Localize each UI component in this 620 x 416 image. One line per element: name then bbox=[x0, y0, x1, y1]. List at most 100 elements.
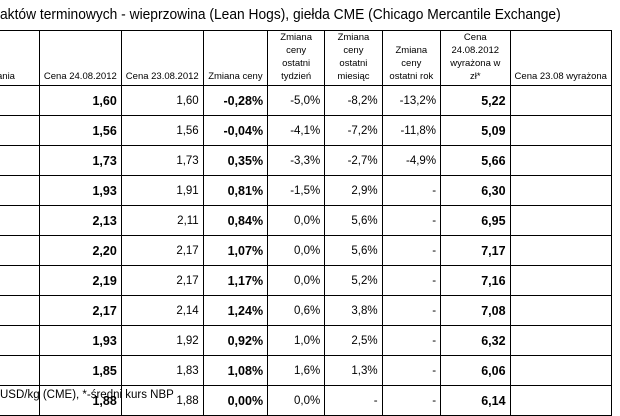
col-name-header: ania bbox=[0, 30, 40, 86]
col-change-month-cell: -8,2% bbox=[324, 85, 383, 116]
col-change-week-cell: 1,6% bbox=[267, 355, 326, 386]
col-name-cell bbox=[0, 235, 40, 266]
col-change-week-cell: 0,0% bbox=[267, 265, 326, 296]
col-change-week-cell: 0,0% bbox=[267, 235, 326, 266]
col-change-cell: 1,24% bbox=[202, 295, 269, 326]
col-price-pln-2308-cell bbox=[509, 355, 613, 386]
col-price-pln-2308-header: Cena 23.08 wyrażona bbox=[509, 30, 613, 86]
table-row: 1,85 1,83 1,08% 1,6% 1,3% -6,06 bbox=[0, 355, 613, 386]
col-price-2308-cell: 1,91 bbox=[120, 175, 204, 206]
col-change-week-cell: -3,3% bbox=[267, 145, 326, 176]
col-change-month-cell: - bbox=[324, 385, 383, 416]
col-price-2308-cell: 2,17 bbox=[120, 265, 204, 296]
col-change-month-cell: 2,9% bbox=[324, 175, 383, 206]
col-name-cell bbox=[0, 205, 40, 236]
table-row: 2,19 2,17 1,17% 0,0% 5,2% -7,16 bbox=[0, 265, 613, 296]
col-price-pln-2408-cell: 6,30 bbox=[440, 175, 511, 206]
col-name-cell bbox=[0, 85, 40, 116]
col-change-cell: 0,00% bbox=[202, 385, 269, 416]
table-row: 1,93 1,92 0,92% 1,0% 2,5% -6,32 bbox=[0, 325, 613, 356]
col-change-cell: 1,17% bbox=[202, 265, 269, 296]
table-row: 1,60 1,60 -0,28% -5,0% -8,2% -13,2% 5,22 bbox=[0, 85, 613, 116]
col-price-2408-cell: 1,56 bbox=[38, 115, 122, 146]
table-row: 2,13 2,11 0,84% 0,0% 5,6% -6,95 bbox=[0, 205, 613, 236]
col-price-pln-2308-cell bbox=[509, 205, 613, 236]
col-price-2408-cell: 1,88 bbox=[38, 385, 122, 416]
table-title: aktów terminowych - wieprzowina (Lean Ho… bbox=[0, 6, 561, 23]
col-change-week-cell: 0,0% bbox=[267, 385, 326, 416]
col-price-2308-cell: 1,73 bbox=[120, 145, 204, 176]
col-change-cell: -0,28% bbox=[202, 85, 269, 116]
col-change-week-cell: -5,0% bbox=[267, 85, 326, 116]
table-row: 1,93 1,91 0,81% -1,5% 2,9% -6,30 bbox=[0, 175, 613, 206]
col-change-cell: -0,04% bbox=[202, 115, 269, 146]
col-change-month-cell: 2,5% bbox=[324, 325, 383, 356]
table-row: 1,56 1,56 -0,04% -4,1% -7,2% -11,8% 5,09 bbox=[0, 115, 613, 146]
col-change-week-cell: -1,5% bbox=[267, 175, 326, 206]
col-change-cell: 0,81% bbox=[202, 175, 269, 206]
col-change-year-cell: - bbox=[381, 175, 442, 206]
col-change-year-cell: - bbox=[381, 355, 442, 386]
col-price-2308-cell: 2,11 bbox=[120, 205, 204, 236]
col-name-cell bbox=[0, 145, 40, 176]
col-name-cell bbox=[0, 355, 40, 386]
col-price-pln-2408-cell: 5,22 bbox=[440, 85, 511, 116]
col-change-month-cell: 5,2% bbox=[324, 265, 383, 296]
col-change-month-cell: -7,2% bbox=[324, 115, 383, 146]
col-price-pln-2308-cell bbox=[509, 115, 613, 146]
col-price-2408-cell: 2,20 bbox=[38, 235, 122, 266]
col-change-week-cell: -4,1% bbox=[267, 115, 326, 146]
col-price-2308-cell: 1,92 bbox=[120, 325, 204, 356]
col-change-header: Zmiana ceny bbox=[202, 30, 269, 86]
table-row: 2,20 2,17 1,07% 0,0% 5,6% -7,17 bbox=[0, 235, 613, 266]
col-name-cell bbox=[0, 175, 40, 206]
col-price-pln-2408-cell: 6,14 bbox=[440, 385, 511, 416]
col-price-pln-2408-cell: 7,16 bbox=[440, 265, 511, 296]
col-price-2308-cell: 1,60 bbox=[120, 85, 204, 116]
col-price-pln-2308-cell bbox=[509, 295, 613, 326]
col-change-year-cell: -11,8% bbox=[381, 115, 442, 146]
col-change-month-cell: 5,6% bbox=[324, 235, 383, 266]
col-price-pln-2408-header: Cena 24.08.2012 wyrażona w zł* bbox=[440, 30, 511, 86]
col-change-month-cell: 3,8% bbox=[324, 295, 383, 326]
col-price-pln-2308-cell bbox=[509, 145, 613, 176]
col-change-cell: 1,07% bbox=[202, 235, 269, 266]
col-price-2408-cell: 2,17 bbox=[38, 295, 122, 326]
col-change-year-cell: - bbox=[381, 235, 442, 266]
col-price-pln-2308-cell bbox=[509, 325, 613, 356]
footnote: USD/kg (CME), *-średni kurs NBP bbox=[0, 389, 174, 401]
col-name-cell bbox=[0, 265, 40, 296]
col-price-2308-cell: 2,17 bbox=[120, 235, 204, 266]
col-change-year-cell: - bbox=[381, 205, 442, 236]
col-price-2308-cell: 1,56 bbox=[120, 115, 204, 146]
table-row: 1,73 1,73 0,35% -3,3% -2,7% -4,9% 5,66 bbox=[0, 145, 613, 176]
col-price-2408-cell: 1,60 bbox=[38, 85, 122, 116]
col-price-pln-2408-cell: 5,09 bbox=[440, 115, 511, 146]
col-price-pln-2408-cell: 6,95 bbox=[440, 205, 511, 236]
col-price-pln-2308-cell bbox=[509, 385, 613, 416]
col-price-2408-header: Cena 24.08.2012 bbox=[38, 30, 122, 86]
col-price-2408-cell: 1,93 bbox=[38, 325, 122, 356]
col-price-2408-cell: 2,19 bbox=[38, 265, 122, 296]
col-change-week-cell: 0,0% bbox=[267, 205, 326, 236]
col-change-month-cell: -2,7% bbox=[324, 145, 383, 176]
col-price-2308-cell: 2,14 bbox=[120, 295, 204, 326]
col-price-pln-2408-cell: 7,17 bbox=[440, 235, 511, 266]
col-name-cell bbox=[0, 295, 40, 326]
col-change-month-header: Zmiana ceny ostatni miesiąc bbox=[324, 30, 383, 86]
col-price-pln-2408-cell: 6,32 bbox=[440, 325, 511, 356]
col-price-2308-header: Cena 23.08.2012 bbox=[120, 30, 204, 86]
col-price-2408-cell: 1,85 bbox=[38, 355, 122, 386]
col-price-2408-cell: 1,73 bbox=[38, 145, 122, 176]
col-price-2308-cell: 1,88 bbox=[120, 385, 204, 416]
col-price-pln-2408-cell: 6,06 bbox=[440, 355, 511, 386]
table-row: 2,17 2,14 1,24% 0,6% 3,8% -7,08 bbox=[0, 295, 613, 326]
col-price-pln-2408-cell: 7,08 bbox=[440, 295, 511, 326]
col-price-2308-cell: 1,83 bbox=[120, 355, 204, 386]
col-price-2408-cell: 1,93 bbox=[38, 175, 122, 206]
col-change-month-cell: 1,3% bbox=[324, 355, 383, 386]
col-change-year-cell: -13,2% bbox=[381, 85, 442, 116]
col-change-week-header: Zmiana ceny ostatni tydzień bbox=[267, 30, 326, 86]
